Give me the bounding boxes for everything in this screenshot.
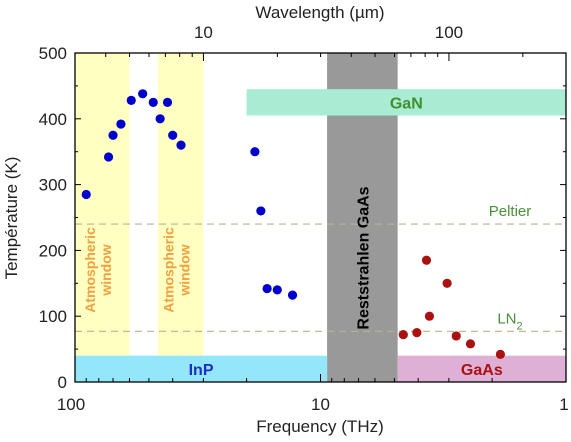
y-tick-label-100: 100 [39,307,67,326]
region-label-2: Reststrahlen GaAs [355,186,372,329]
band-gaas [397,355,566,382]
x-tick-label-1: 1 [559,395,568,414]
point-inp-14 [272,285,282,295]
point-gaas-0 [398,330,408,340]
top-tick-label-10: 10 [194,23,213,42]
band-inp [75,355,328,382]
point-inp-10 [176,140,186,150]
point-inp-12 [256,206,266,216]
y-tick-label-200: 200 [39,241,67,260]
point-gaas-4 [442,278,452,288]
band-label-gan: GaN [390,95,423,112]
point-inp-6 [148,97,158,107]
reference-label-subscript: 2 [517,320,523,332]
y-tick-label-0: 0 [58,373,67,392]
point-inp-9 [168,130,178,140]
point-inp-15 [287,290,298,300]
reference-lines: Peltier LN2 [75,203,566,332]
region-label-1-line2: window [177,244,193,296]
band-label-inp: InP [189,362,214,379]
point-inp-1 [103,152,114,162]
band-gan [246,89,566,116]
region-0 [75,53,130,382]
y-tick-label-300: 300 [39,176,67,195]
region-label-0-line1: Atmospheric [82,227,98,313]
point-inp-3 [116,119,126,129]
top-tick-label-100: 100 [435,23,463,42]
x-tick-label-10: 10 [311,395,330,414]
reference-label-1: LN2 [497,310,522,332]
point-inp-7 [155,114,165,124]
point-gaas-6 [465,339,476,349]
point-gaas-1 [412,328,422,338]
region-label-1-line1: Atmospheric [161,227,177,313]
data-points [81,89,506,359]
band-label-gaas: GaAs [461,362,503,379]
point-inp-13 [262,283,272,294]
axes: 0 100 200 300 400 500 100 10 1 10 100 [39,23,569,414]
reference-label-0: Peltier [489,203,532,220]
region-label-0-line2: window [98,244,114,296]
y-axis-title: Température (K) [2,157,21,280]
region-1 [157,53,204,382]
x-tick-label-100: 100 [57,395,85,414]
point-inp-4 [126,95,136,105]
point-inp-8 [162,97,173,107]
y-tick-label-500: 500 [39,44,67,63]
bands: InP GaN GaAs [75,89,566,382]
point-gaas-5 [451,331,461,341]
point-inp-0 [81,189,91,200]
x-axis-title: Frequency (THz) [256,417,384,436]
point-gaas-7 [495,349,506,359]
point-gaas-3 [424,311,435,321]
point-inp-2 [108,130,118,140]
y-tick-label-400: 400 [39,110,67,129]
point-gaas-2 [421,255,432,265]
top-axis-title: Wavelength (µm) [255,3,384,22]
point-inp-5 [138,89,148,99]
point-inp-11 [250,147,260,157]
